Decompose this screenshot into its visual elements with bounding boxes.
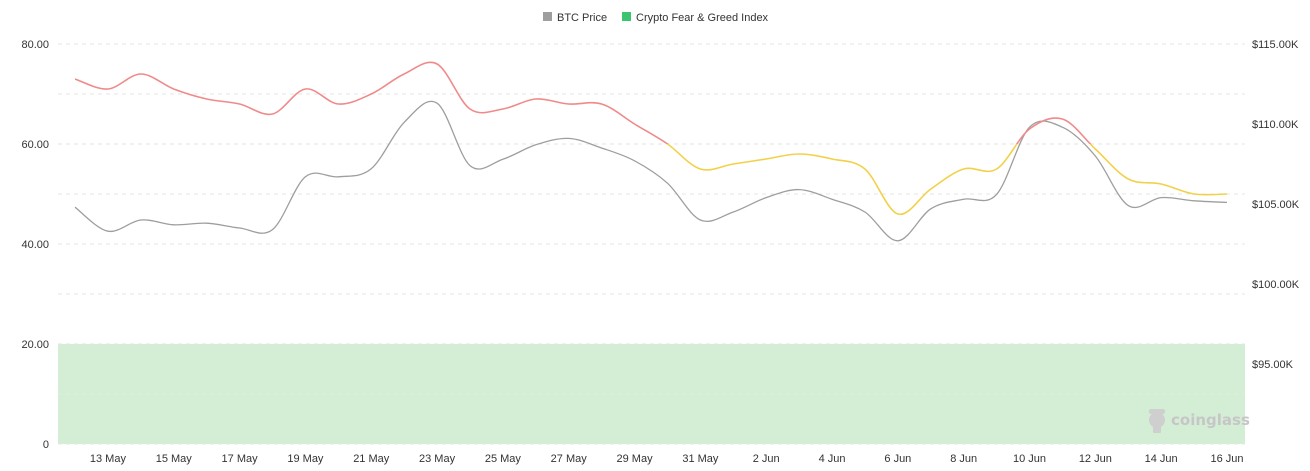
x-tick-label: 12 Jun (1079, 453, 1112, 465)
watermark-text: coinglass (1171, 411, 1250, 429)
right-axis-ticks: $95.00K $100.00K $105.00K $110.00K $115.00K (1252, 39, 1300, 371)
x-tick-label: 17 May (222, 453, 259, 465)
x-tick-label: 2 Jun (753, 453, 780, 465)
fear-greed-path (74, 61, 1228, 215)
x-tick-label: 27 May (551, 453, 588, 465)
btc-price-line (74, 100, 1228, 242)
x-tick-label: 19 May (287, 453, 324, 465)
x-tick-label: 23 May (419, 453, 456, 465)
right-tick-label: $100.00K (1252, 279, 1300, 291)
left-tick-label: 20.00 (21, 339, 49, 351)
x-tick-label: 13 May (90, 453, 127, 465)
right-tick-label: $95.00K (1252, 359, 1294, 371)
left-tick-label: 0 (43, 439, 49, 451)
left-tick-label: 60.00 (21, 139, 49, 151)
x-tick-label: 16 Jun (1210, 453, 1243, 465)
grid-lines (58, 43, 1245, 445)
legend-fg-swatch (622, 12, 631, 21)
legend-btc-label[interactable]: BTC Price (557, 12, 607, 24)
left-tick-label: 40.00 (21, 239, 49, 251)
legend-fg-label[interactable]: Crypto Fear & Greed Index (636, 12, 769, 24)
legend-btc-swatch (543, 12, 552, 21)
btc-price-path (74, 100, 1228, 242)
right-tick-label: $105.00K (1252, 199, 1300, 211)
right-tick-label: $115.00K (1252, 39, 1299, 51)
watermark: coinglass (1149, 409, 1250, 433)
x-tick-label: 31 May (682, 453, 719, 465)
fear-greed-line (74, 61, 1228, 215)
x-tick-label: 21 May (353, 453, 390, 465)
x-tick-label: 8 Jun (950, 453, 977, 465)
x-tick-label: 14 Jun (1145, 453, 1178, 465)
x-tick-label: 25 May (485, 453, 522, 465)
x-tick-label: 4 Jun (819, 453, 846, 465)
x-tick-label: 6 Jun (884, 453, 911, 465)
left-tick-label: 80.00 (21, 39, 49, 51)
left-axis-ticks: 0 20.00 40.00 60.00 80.00 (21, 39, 49, 451)
x-tick-label: 15 May (156, 453, 193, 465)
x-axis-ticks: 13 May 15 May 17 May 19 May 21 May 23 May 25 M… (90, 453, 1244, 465)
legend[interactable]: BTC Price Crypto Fear & Greed Index (543, 12, 769, 24)
x-tick-label: 29 May (617, 453, 654, 465)
right-tick-label: $110.00K (1252, 119, 1299, 131)
coinglass-logo-icon (1149, 409, 1165, 433)
x-tick-label: 10 Jun (1013, 453, 1046, 465)
